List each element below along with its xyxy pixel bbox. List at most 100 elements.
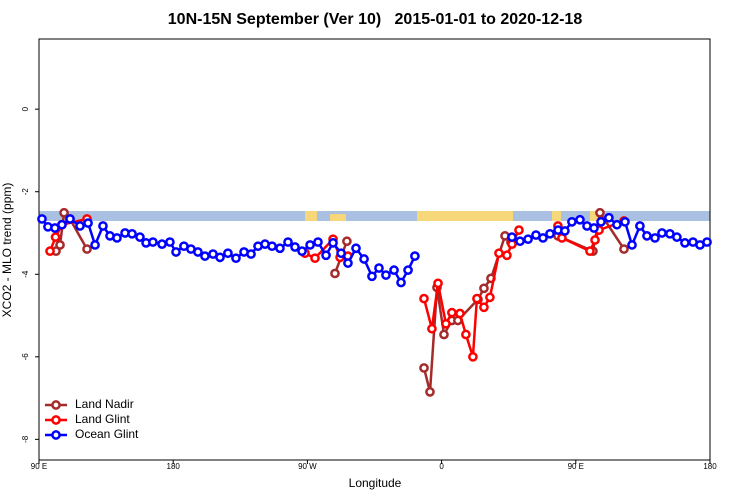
data-point [112, 233, 122, 243]
data-point [310, 253, 320, 264]
data-point [589, 223, 599, 233]
y-axis-title: XCO2 - MLO trend (ppm) [0, 183, 14, 318]
data-point [359, 254, 369, 264]
data-point [343, 258, 353, 268]
data-point [468, 351, 478, 362]
data-point [193, 247, 203, 257]
x-tick-label: 0 [439, 462, 444, 471]
data-point [627, 240, 637, 250]
data-point [650, 233, 660, 243]
data-point [672, 232, 682, 242]
data-point [567, 216, 577, 227]
y-tick-label: -8 [21, 435, 30, 443]
data-point [479, 283, 489, 294]
data-point [246, 249, 256, 259]
data-point [502, 250, 512, 261]
data-point [157, 239, 167, 249]
x-axis-title: Longitude [349, 476, 402, 490]
data-point [83, 218, 93, 228]
data-point [485, 292, 495, 303]
data-point [305, 240, 315, 250]
data-point [642, 231, 652, 241]
data-point [127, 228, 137, 239]
data-point [507, 232, 517, 242]
data-point [342, 236, 352, 247]
data-point [427, 323, 437, 334]
data-point [447, 307, 457, 318]
data-point [55, 240, 65, 250]
data-point [604, 212, 614, 223]
y-tick-label: -2 [21, 188, 30, 196]
land-band [330, 214, 346, 221]
data-point [389, 265, 399, 275]
plot-frame [38, 38, 711, 461]
surface-band [39, 211, 710, 221]
land-band [590, 211, 600, 221]
data-point [396, 277, 406, 288]
data-point [472, 293, 482, 304]
x-tick-label: 180 [703, 462, 717, 471]
data-point [590, 235, 600, 245]
legend-label: Land Glint [75, 412, 130, 426]
y-tick-label: -4 [21, 270, 30, 278]
legend-label: Land Nadir [75, 397, 134, 411]
land-band [417, 211, 513, 221]
x-tick-label: 90 E [31, 462, 47, 471]
data-point [538, 233, 548, 243]
x-tick-label: 180 [167, 462, 181, 471]
data-point [267, 241, 277, 252]
data-point [65, 214, 75, 224]
data-point [514, 225, 524, 235]
legend-label: Ocean Glint [75, 427, 139, 441]
data-point [595, 207, 605, 218]
data-point [439, 329, 449, 340]
ocean-band [39, 211, 710, 221]
data-point [425, 387, 435, 397]
data-point [461, 329, 471, 340]
data-point [231, 253, 241, 264]
data-point [403, 265, 413, 275]
legend-marker [51, 430, 61, 440]
data-point [523, 234, 533, 245]
data-point [328, 238, 338, 248]
data-point [410, 251, 420, 261]
x-tick-label: 90 W [298, 462, 317, 471]
data-point [479, 302, 489, 313]
data-point [75, 221, 85, 231]
data-point [419, 293, 429, 304]
data-point [620, 216, 630, 227]
data-point [275, 243, 285, 254]
data-point [657, 228, 667, 238]
x-tick-label: 90 E [568, 462, 584, 471]
y-tick-label: 0 [21, 106, 30, 111]
data-point [297, 246, 307, 257]
data-point [515, 236, 525, 247]
y-tick-label: -6 [21, 353, 30, 361]
data-point [441, 318, 451, 329]
data-point [702, 237, 712, 247]
data-point [223, 248, 233, 259]
data-point [619, 244, 629, 254]
data-point [596, 216, 606, 227]
data-point [321, 250, 331, 261]
data-point [45, 246, 55, 257]
data-point [612, 219, 622, 230]
data-point [57, 219, 67, 230]
data-point [494, 248, 504, 259]
data-point [585, 246, 595, 257]
data-point [560, 226, 570, 236]
data-point [336, 248, 346, 259]
data-point [367, 271, 377, 282]
data-point [165, 237, 175, 247]
data-point [545, 228, 555, 239]
chart-title: 10N-15N September (Ver 10) 2015-01-01 to… [168, 11, 583, 28]
data-point [37, 214, 47, 224]
data-point [419, 363, 429, 373]
data-point [135, 232, 145, 242]
land-band [552, 211, 561, 221]
data-point [171, 247, 181, 257]
data-point [330, 268, 340, 279]
data-point [215, 252, 225, 263]
